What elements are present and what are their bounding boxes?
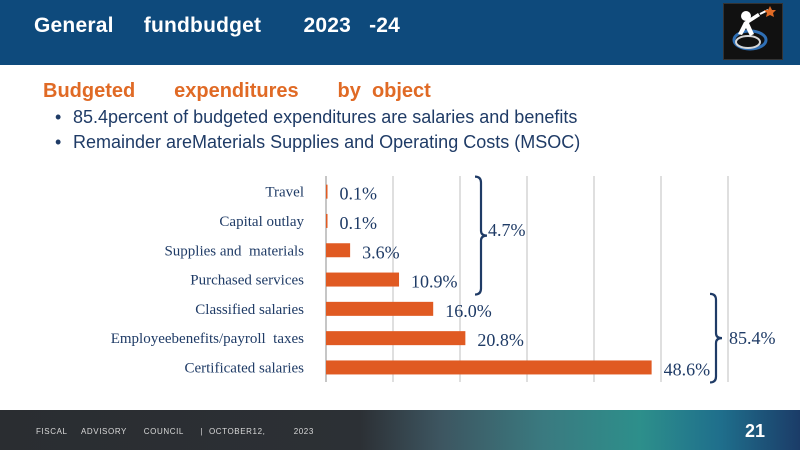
data-label: 0.1% — [340, 184, 378, 204]
bracket-label: 85.4% — [729, 328, 776, 348]
bullet-dot-icon: • — [55, 107, 62, 127]
footer-text: FISCAL ADVISORY COUNCIL | OCTOBER12, 202… — [36, 427, 314, 436]
bullet-text: 85.4percent of budgeted expenditures are… — [73, 107, 578, 127]
slide-title: General fundbudget 2023 -24 — [34, 14, 401, 37]
category-label: Certificated salaries — [184, 360, 304, 376]
bar — [326, 184, 328, 199]
data-label: 16.0% — [445, 301, 492, 321]
category-label: Purchased services — [190, 273, 304, 289]
data-label: 48.6% — [664, 359, 711, 379]
header-bar: General fundbudget 2023 -24 — [0, 0, 800, 65]
category-label: Employeebenefits/payroll taxes — [111, 331, 304, 347]
bar — [326, 301, 434, 316]
bar — [326, 243, 351, 258]
section-title: Budgeted expenditures by object — [43, 80, 431, 102]
brace-icon — [474, 175, 488, 296]
bullet-item: • 85.4percent of budgeted expenditures ar… — [55, 105, 580, 130]
bar — [326, 213, 328, 228]
data-label: 0.1% — [340, 213, 378, 233]
category-label: Supplies and materials — [164, 243, 304, 259]
data-label: 3.6% — [362, 242, 400, 262]
council-logo — [723, 3, 783, 60]
page-number: 21 — [745, 421, 766, 441]
category-label: Travel — [265, 185, 304, 201]
bracket-label: 4.7% — [488, 220, 526, 240]
brace-icon — [709, 292, 723, 384]
bullet-text: Remainder areMaterials Supplies and Oper… — [73, 132, 581, 152]
data-label: 10.9% — [411, 272, 458, 292]
bar — [326, 331, 466, 346]
bullet-item: • Remainder areMaterials Supplies and Ope… — [55, 130, 580, 155]
data-label: 20.8% — [477, 330, 524, 350]
bar — [326, 272, 400, 287]
category-label: Classified salaries — [195, 302, 304, 318]
category-label: Capital outlay — [219, 214, 304, 230]
bullet-dot-icon: • — [55, 132, 62, 152]
bullet-list: • 85.4percent of budgeted expenditures ar… — [55, 105, 580, 155]
bar — [326, 360, 652, 375]
logo-figure-icon — [732, 6, 776, 51]
bar-chart: Travel 0.1% Capital outlay 0.1% Supplies and… — [111, 175, 776, 384]
footer-bar — [0, 410, 800, 450]
